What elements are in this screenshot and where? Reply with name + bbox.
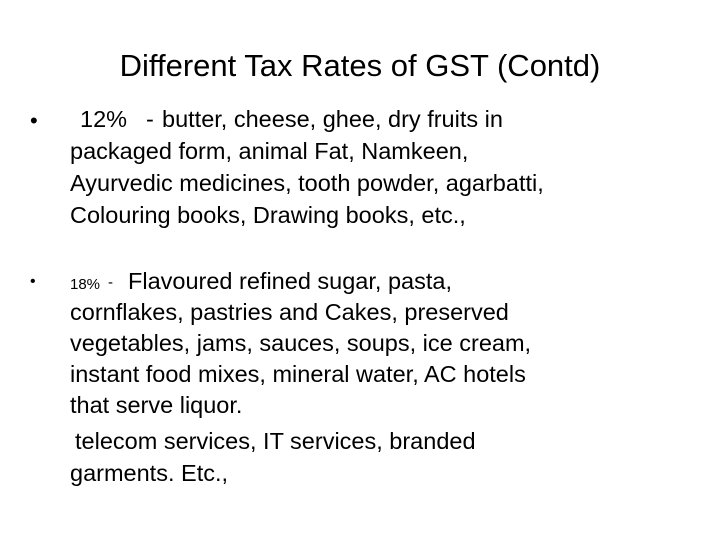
dash: - [108,274,113,291]
rate: 12% [80,106,128,132]
bullet-line: packaged form, animal Fat, Namkeen, [70,138,469,164]
bullet-line: that serve liquor. [70,392,243,418]
bullet-line: vegetables, jams, sauces, soups, ice cre… [70,330,532,356]
bullet-line: garments. Etc., [70,460,229,486]
bullet-line: Flavoured refined sugar, pasta, [128,268,452,294]
bullet-line: Colouring books, Drawing books, etc., [70,202,466,228]
slide-title: Different Tax Rates of GST (Contd) [119,48,601,83]
bullet-line: butter, cheese, ghee, dry fruits in [162,106,503,132]
bullet-line: telecom services, IT services, branded [75,428,476,454]
bullet-dot: • [30,108,38,133]
bullet-line: cornflakes, pastries and Cakes, preserve… [70,299,509,325]
bullet-dot: • [30,273,36,290]
rate: 18% [70,276,101,293]
bullet-line: Ayurvedic medicines, tooth powder, agarb… [70,170,544,196]
bullet-line: instant food mixes, mineral water, AC ho… [70,361,526,387]
dash: - [146,106,154,132]
